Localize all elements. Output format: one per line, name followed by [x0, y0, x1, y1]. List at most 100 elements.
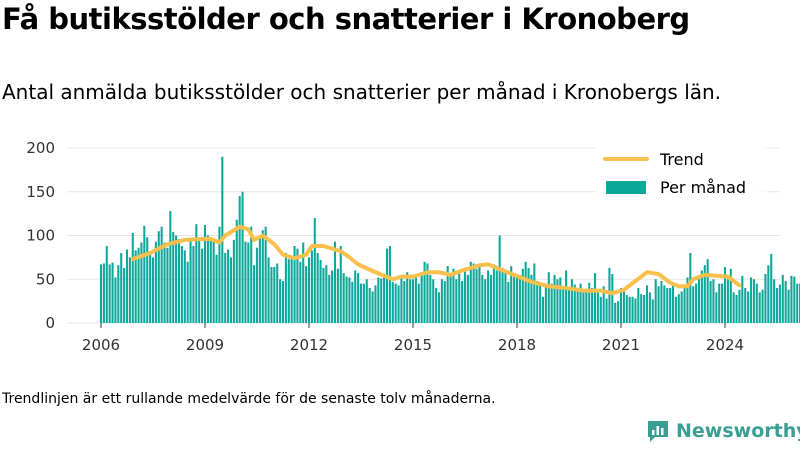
bar [117, 265, 120, 323]
bar [160, 226, 163, 323]
bar [180, 246, 183, 323]
bar [576, 288, 579, 323]
bar [622, 290, 625, 324]
x-tick-label: 2009 [186, 336, 224, 354]
bar [149, 253, 152, 323]
bar [608, 267, 611, 324]
bar [258, 235, 261, 323]
bar [218, 226, 221, 323]
bar [559, 277, 562, 323]
bar [201, 248, 204, 324]
bar [371, 291, 374, 323]
bar [692, 286, 695, 323]
bar [697, 279, 701, 323]
bar [339, 246, 342, 323]
bar [671, 283, 675, 324]
bar [758, 292, 761, 324]
bar [582, 289, 585, 323]
bar [313, 218, 316, 323]
bar [108, 264, 111, 324]
bar [429, 274, 432, 324]
bar [484, 279, 487, 323]
bar [732, 292, 735, 324]
bar [157, 231, 160, 324]
bar [105, 246, 108, 323]
bar [388, 246, 391, 323]
bar [513, 274, 516, 324]
bar [417, 283, 420, 324]
bar [478, 266, 481, 324]
bar [102, 263, 105, 323]
bar [657, 286, 660, 323]
bar [544, 286, 547, 323]
bar [735, 295, 738, 323]
bar [518, 274, 521, 324]
bar [547, 272, 550, 323]
bar [232, 239, 235, 324]
bar [227, 249, 230, 323]
newsworthy-logo-icon [648, 421, 668, 442]
bar [203, 225, 207, 323]
y-tick-label: 200 [26, 139, 55, 157]
bar [276, 263, 279, 323]
bar [365, 279, 368, 323]
bar [481, 274, 484, 324]
bar [550, 283, 553, 324]
bar [741, 275, 744, 323]
bar [411, 279, 415, 323]
bar [284, 253, 287, 323]
bar [316, 253, 319, 323]
bar [625, 295, 628, 323]
bar [325, 265, 328, 323]
chart: 0 50 100 150 200 2006 2009 2012 2015 2018 2021 202… [26, 139, 800, 354]
bar [403, 281, 406, 323]
bar [351, 281, 354, 324]
footnote: Trendlinjen är ett rullande medelvärde f… [2, 391, 496, 407]
bar [530, 274, 533, 324]
y-tick-label: 0 [45, 314, 55, 332]
bar [666, 288, 669, 323]
bar [596, 292, 599, 324]
bar [146, 237, 149, 323]
bar [637, 288, 640, 323]
bar [296, 248, 299, 324]
bar [744, 288, 747, 323]
bar [143, 225, 146, 323]
bar [591, 288, 594, 323]
bar [206, 235, 209, 323]
bar [504, 272, 507, 323]
bar [397, 285, 400, 324]
bar [114, 277, 117, 323]
bar [579, 283, 582, 324]
bar [137, 247, 140, 323]
bar [507, 281, 510, 324]
trend-line [130, 224, 742, 296]
bar [264, 226, 267, 323]
newsworthy-logo[interactable]: Newsworthy [646, 419, 800, 443]
bar [553, 274, 556, 324]
bar [359, 283, 363, 324]
bar [712, 279, 715, 323]
bar [787, 289, 790, 323]
bar [648, 292, 651, 324]
brand-name: Newsworthy [676, 420, 800, 442]
bar [663, 285, 666, 324]
bar [628, 296, 631, 323]
bar [452, 268, 455, 323]
x-tick-label: 2018 [498, 336, 536, 354]
bar [585, 292, 588, 324]
bar [238, 196, 241, 324]
bar [331, 270, 334, 323]
x-tick-label: 2021 [602, 336, 640, 354]
bar [175, 235, 178, 323]
bar [195, 224, 198, 323]
bar [212, 239, 215, 323]
bar [409, 279, 412, 323]
bar [515, 274, 519, 324]
bar [250, 226, 253, 323]
bar [645, 285, 649, 324]
bar [131, 232, 134, 324]
bar [458, 272, 461, 323]
bar [154, 241, 157, 324]
bar [654, 279, 657, 323]
